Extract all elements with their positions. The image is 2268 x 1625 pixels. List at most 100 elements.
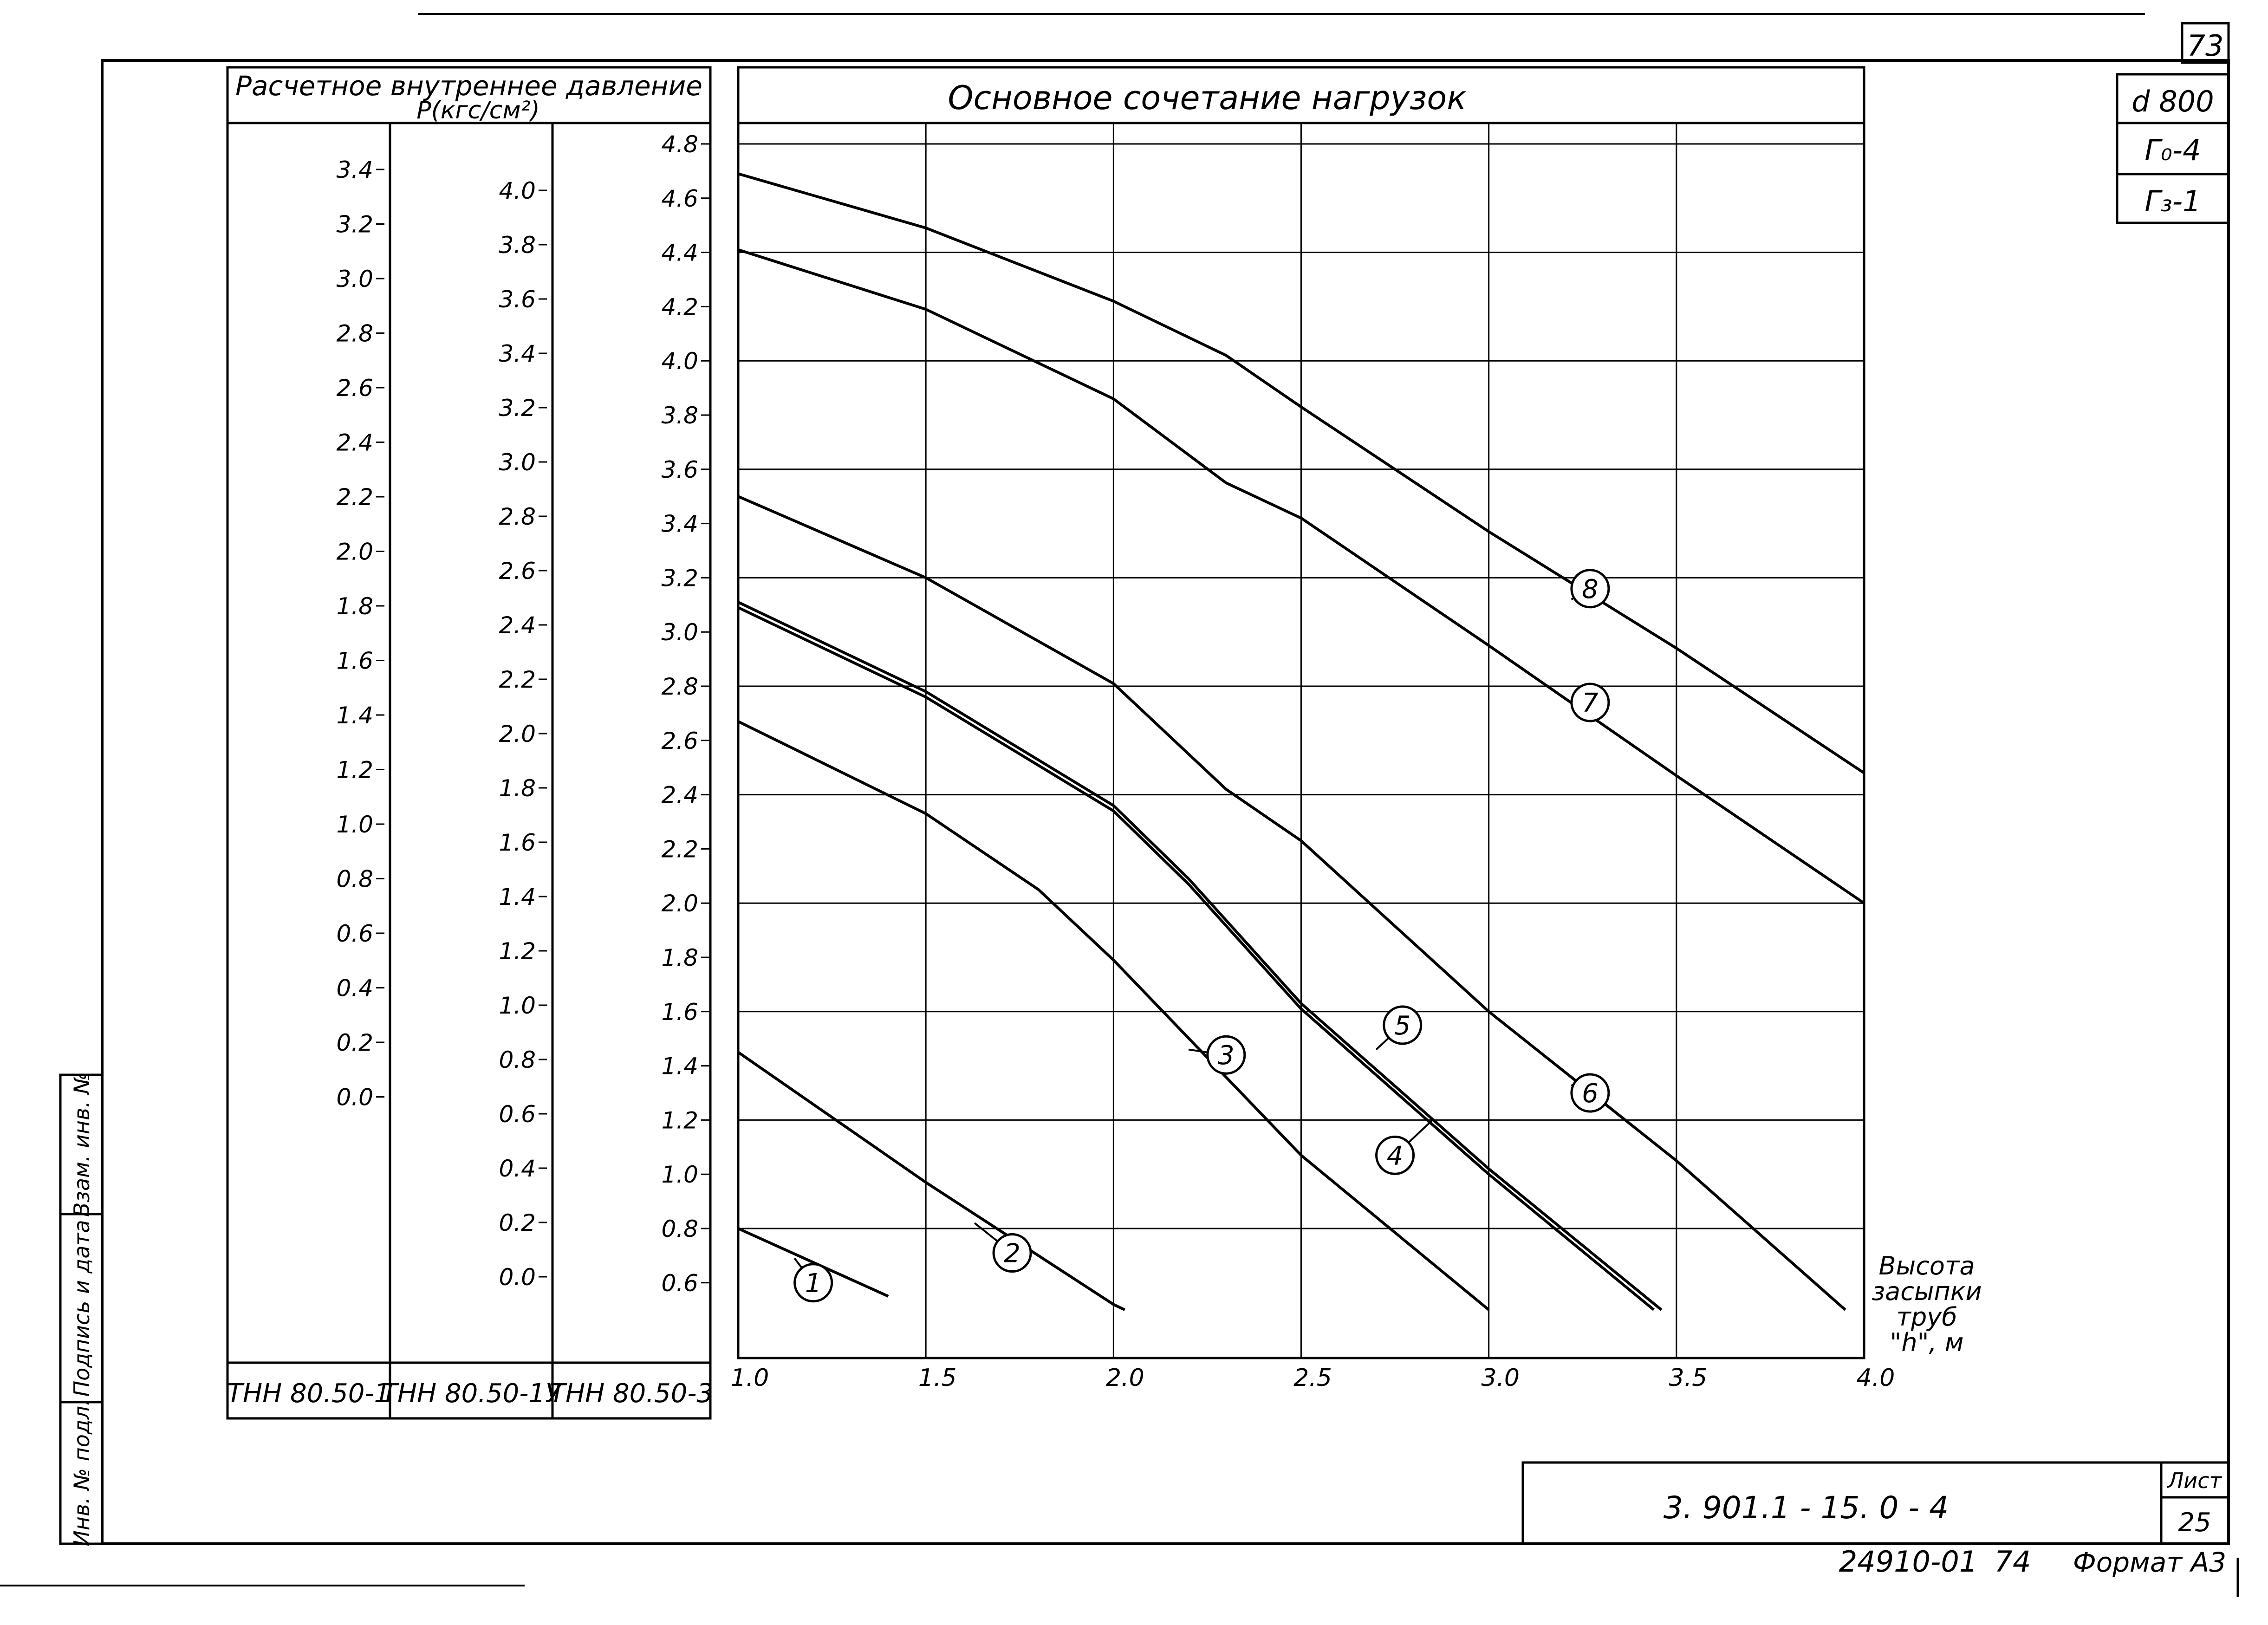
x-tick-labels: 1.0 1.5 2.0 2.5 3.0 3.5 4.0 [731, 1364, 1895, 1392]
scale-tick-label: 3.2 [661, 565, 698, 592]
scale-tick-label: 4.6 [661, 185, 698, 212]
scale-tick-label: 0.8 [336, 866, 373, 893]
scale-tick-label: 3.0 [336, 266, 373, 292]
scale-tick-label: 2.6 [661, 728, 698, 754]
x-axis-label-line-1: Высота [1879, 1251, 1975, 1280]
curve-1 [738, 1227, 889, 1298]
scale-tick-label: 3.0 [499, 449, 536, 476]
title-block: 3. 901.1 - 15. 0 - 4 Лист 25 [1521, 1461, 2230, 1545]
chart-grid [738, 123, 1864, 1358]
curve-labels: 1 2 3 4 5 6 7 8 [793, 569, 1610, 1303]
curve-label-circle [793, 1263, 833, 1303]
x-tick-label: 3.0 [1481, 1364, 1520, 1392]
scale-tick-label: 2.0 [499, 721, 536, 748]
curve-label-5: 5 [1394, 1011, 1411, 1041]
side-stamp: Инв. № подл. Подпись и дата Взам. инв. № [59, 1072, 104, 1547]
scale-tick-label: 1.0 [336, 811, 373, 838]
x-axis-label-line-3: труб [1897, 1302, 1957, 1332]
scale-tick-label: 1.0 [661, 1161, 698, 1188]
curve-label-7: 7 [1582, 688, 1599, 718]
archive-code: 24910-01 [1839, 1545, 1978, 1579]
scale-tick-label: 1.2 [499, 938, 536, 965]
scale-tick-label: 0.4 [336, 975, 373, 1002]
sheet-frame [101, 59, 2230, 1545]
scale-tick-label: 0.2 [336, 1029, 373, 1056]
scale-tick-label: 1.8 [499, 775, 536, 802]
curve-label-circle [1570, 682, 1610, 722]
scale-tick-label: 3.2 [499, 395, 536, 422]
stamp-g0: Г₀-4 [2145, 133, 2201, 167]
scale-tick-label: 1.2 [661, 1107, 698, 1134]
scale-tick-label: 2.2 [499, 666, 536, 693]
curve-label-circle [992, 1233, 1032, 1273]
side-label-inv: Инв. № подл. [69, 1399, 94, 1546]
doc-code: 3. 901.1 - 15. 0 - 4 [1664, 1490, 1949, 1526]
scale-tick-label: 3.6 [499, 286, 536, 313]
curve-label-8: 8 [1582, 574, 1599, 604]
scale-tick-label: 1.8 [336, 593, 373, 620]
scale-tick-label: 4.0 [661, 348, 698, 375]
scale-tick-label: 2.8 [336, 320, 373, 347]
scale-tick-label: 0.0 [499, 1264, 536, 1291]
x-tick-label: 1.0 [731, 1364, 769, 1392]
scale-tick-label: 2.6 [336, 375, 373, 402]
x-axis-label-line-2: засыпки [1872, 1277, 1982, 1306]
pipe-label-1: ТНН 80.50-1 [227, 1378, 390, 1409]
scale-tick-label: 1.4 [336, 702, 373, 729]
scale-tick-label: 2.2 [661, 836, 698, 863]
scale-tick-label: 3.0 [661, 619, 698, 646]
stamp-g3: Г₃-1 [2145, 184, 2201, 218]
curve-label-circle [1570, 569, 1610, 609]
scale-tick-label: 3.2 [336, 211, 373, 238]
scale-tick-label: 0.6 [499, 1101, 536, 1128]
chart-curves [738, 172, 1864, 1311]
sheet-format: Формат А3 [2073, 1547, 2226, 1578]
archive-number: 74 [1995, 1545, 2031, 1579]
side-label-replace: Взам. инв. № [69, 1072, 94, 1217]
x-tick-label: 4.0 [1857, 1364, 1895, 1392]
curve-label-2: 2 [1004, 1239, 1020, 1269]
scale-tick-label: 2.6 [499, 558, 536, 585]
scale-tick-label: 2.8 [499, 503, 536, 530]
scale-tick-label: 3.8 [499, 232, 536, 259]
x-tick-label: 1.5 [918, 1364, 957, 1392]
scale-tick-label: 3.4 [336, 156, 373, 183]
curve-label-4: 4 [1387, 1141, 1404, 1171]
scale-tick-label: 4.0 [499, 177, 536, 204]
scale-tick-label: 0.8 [661, 1216, 698, 1242]
scale-tick-label: 1.6 [336, 648, 373, 675]
scale-tick-label: 0.2 [499, 1209, 536, 1236]
scale-tick-label: 4.4 [661, 240, 698, 266]
scale-tick-label: 2.2 [336, 484, 373, 511]
scale-tick-label: 3.4 [499, 340, 536, 367]
pipe-label-3: ТНН 80.50-3 [550, 1378, 713, 1409]
curve-label-1: 1 [805, 1268, 822, 1299]
scale-tick-label: 1.6 [499, 829, 536, 856]
scale-tick-label: 2.4 [336, 429, 373, 456]
curve-3 [738, 720, 1490, 1311]
pressure-scale-panel: Расчетное внутреннее давление P(кгс/см²)… [226, 66, 713, 1420]
curve-5 [738, 601, 1663, 1311]
curve-7 [738, 248, 1864, 904]
scale-tick-label: 4.2 [661, 293, 698, 320]
side-label-sign: Подпись и дата [69, 1220, 94, 1397]
curve-label-circle [1375, 1135, 1415, 1175]
scale-tick-label: 0.4 [499, 1155, 536, 1182]
scale-tick-label: 0.8 [499, 1046, 536, 1073]
list-number: 25 [2178, 1508, 2211, 1538]
scale-tick-label: 0.6 [336, 920, 373, 947]
x-axis-label: Высота засыпки труб "h", м [1872, 1251, 1982, 1357]
scale-tick-label: 3.4 [661, 511, 698, 538]
curve-label-circle [1570, 1073, 1610, 1113]
scale-tick-label: 2.0 [661, 890, 698, 917]
page-number: 73 [2187, 29, 2224, 63]
list-label: Лист [2167, 1468, 2223, 1493]
scale-tick-label: 1.8 [661, 944, 698, 971]
x-tick-label: 2.5 [1293, 1364, 1332, 1392]
x-tick-label: 3.5 [1669, 1364, 1707, 1392]
scale-tick-label: 1.2 [336, 757, 373, 784]
scale-tick-label: 1.4 [499, 884, 536, 910]
scale-tick-label: 3.6 [661, 456, 698, 483]
curve-label-circle [1383, 1005, 1423, 1045]
scale-unit: P(кгс/см²) [416, 97, 539, 124]
